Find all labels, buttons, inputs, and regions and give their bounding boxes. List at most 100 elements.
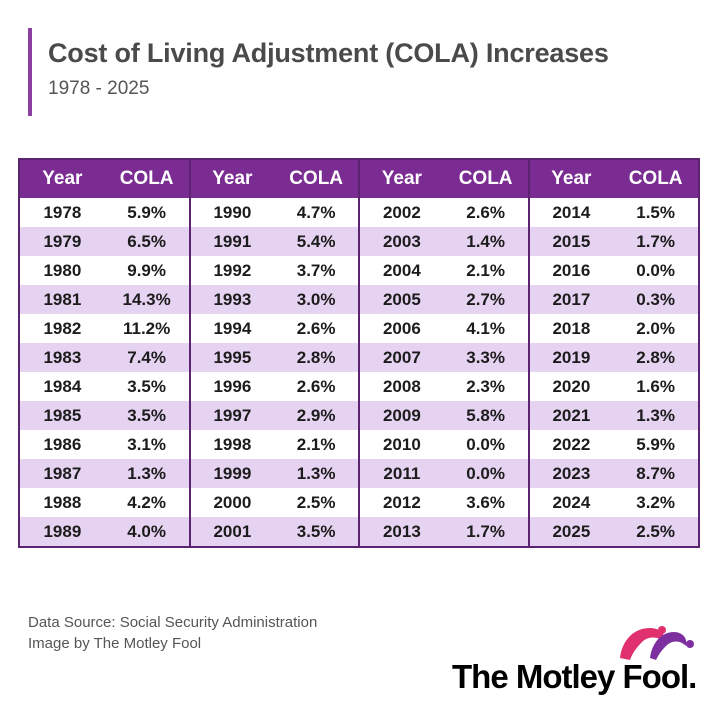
- cola-value-cell: 4.1%: [443, 314, 529, 343]
- cola-value-cell: 3.5%: [274, 517, 359, 546]
- year-cell: 2024: [527, 488, 614, 517]
- year-cell: 2013: [358, 517, 444, 546]
- cola-value-cell: 2.3%: [443, 372, 529, 401]
- table-row: 1988 4.2% 2000 2.5% 2012 3.6% 2024 3.2%: [20, 488, 698, 517]
- cola-value-cell: 0.0%: [443, 430, 529, 459]
- year-cell: 2002: [358, 198, 444, 227]
- year-cell: 1996: [188, 372, 275, 401]
- year-cell: 2020: [527, 372, 614, 401]
- cola-value-cell: 2.8%: [613, 343, 698, 372]
- cola-value-cell: 1.3%: [274, 459, 359, 488]
- cola-value-cell: 3.7%: [274, 256, 359, 285]
- cola-value-cell: 5.8%: [443, 401, 529, 430]
- table-row: 1983 7.4% 1995 2.8% 2007 3.3% 2019 2.8%: [20, 343, 698, 372]
- year-cell: 2015: [527, 227, 614, 256]
- column-header-year: Year: [527, 160, 614, 198]
- column-header-cola: COLA: [274, 160, 359, 198]
- year-cell: 1994: [188, 314, 275, 343]
- year-cell: 2003: [358, 227, 444, 256]
- year-cell: 1988: [20, 488, 105, 517]
- cola-value-cell: 1.6%: [613, 372, 698, 401]
- year-cell: 1999: [188, 459, 275, 488]
- cola-value-cell: 2.6%: [274, 372, 359, 401]
- year-cell: 1981: [20, 285, 105, 314]
- cola-value-cell: 3.1%: [104, 430, 190, 459]
- cola-value-cell: 1.4%: [443, 227, 529, 256]
- year-cell: 2010: [358, 430, 444, 459]
- year-cell: 1978: [20, 198, 105, 227]
- cola-value-cell: 1.3%: [104, 459, 190, 488]
- column-header-year: Year: [358, 160, 444, 198]
- cola-value-cell: 3.0%: [274, 285, 359, 314]
- year-cell: 1991: [188, 227, 275, 256]
- cola-table: Year COLA Year COLA Year COLA Year COLA 1978 5.9…: [20, 160, 698, 546]
- year-cell: 2019: [527, 343, 614, 372]
- table-header-row: Year COLA Year COLA Year COLA Year COLA: [20, 160, 698, 198]
- cola-value-cell: 1.5%: [613, 198, 698, 227]
- cola-value-cell: 2.5%: [274, 488, 359, 517]
- cola-value-cell: 1.7%: [443, 517, 529, 546]
- year-cell: 1986: [20, 430, 105, 459]
- cola-value-cell: 1.3%: [613, 401, 698, 430]
- cola-value-cell: 2.1%: [274, 430, 359, 459]
- cola-table-container: Year COLA Year COLA Year COLA Year COLA 1978 5.9…: [18, 158, 700, 548]
- table-row: 1986 3.1% 1998 2.1% 2010 0.0% 2022 5.9%: [20, 430, 698, 459]
- column-header-cola: COLA: [613, 160, 698, 198]
- cola-value-cell: 3.2%: [613, 488, 698, 517]
- year-cell: 2018: [527, 314, 614, 343]
- title-accent-bar: [28, 28, 32, 116]
- cola-value-cell: 3.6%: [443, 488, 529, 517]
- cola-value-cell: 1.7%: [613, 227, 698, 256]
- cola-value-cell: 5.9%: [104, 198, 190, 227]
- logo-wordmark: The Motley Fool.: [452, 658, 697, 695]
- year-cell: 1989: [20, 517, 105, 546]
- page-subtitle: 1978 - 2025: [48, 78, 150, 99]
- column-header-cola: COLA: [104, 160, 190, 198]
- page-title: Cost of Living Adjustment (COLA) Increas…: [48, 38, 609, 68]
- cola-value-cell: 3.3%: [443, 343, 529, 372]
- cola-value-cell: 2.6%: [443, 198, 529, 227]
- year-cell: 1979: [20, 227, 105, 256]
- year-cell: 2016: [527, 256, 614, 285]
- year-cell: 2001: [188, 517, 275, 546]
- column-header-year: Year: [188, 160, 275, 198]
- year-cell: 1982: [20, 314, 105, 343]
- motley-fool-logo: The Motley Fool.: [452, 622, 702, 702]
- year-cell: 1990: [188, 198, 275, 227]
- cola-value-cell: 2.5%: [613, 517, 698, 546]
- year-cell: 2007: [358, 343, 444, 372]
- cola-value-cell: 7.4%: [104, 343, 190, 372]
- year-cell: 2012: [358, 488, 444, 517]
- year-cell: 2017: [527, 285, 614, 314]
- table-row: 1978 5.9% 1990 4.7% 2002 2.6% 2014 1.5%: [20, 198, 698, 227]
- cola-value-cell: 2.9%: [274, 401, 359, 430]
- year-cell: 1992: [188, 256, 275, 285]
- cola-value-cell: 8.7%: [613, 459, 698, 488]
- year-cell: 2000: [188, 488, 275, 517]
- jester-hat-icon: [620, 626, 694, 660]
- table-row: 1979 6.5% 1991 5.4% 2003 1.4% 2015 1.7%: [20, 227, 698, 256]
- year-cell: 2008: [358, 372, 444, 401]
- column-header-year: Year: [20, 160, 105, 198]
- cola-value-cell: 0.3%: [613, 285, 698, 314]
- image-credit-text: Image by The Motley Fool: [28, 635, 202, 652]
- cola-value-cell: 5.4%: [274, 227, 359, 256]
- table-row: 1987 1.3% 1999 1.3% 2011 0.0% 2023 8.7%: [20, 459, 698, 488]
- cola-value-cell: 2.6%: [274, 314, 359, 343]
- table-row: 1985 3.5% 1997 2.9% 2009 5.8% 2021 1.3%: [20, 401, 698, 430]
- cola-value-cell: 9.9%: [104, 256, 190, 285]
- data-source-text: Data Source: Social Security Administrat…: [28, 614, 318, 631]
- year-cell: 2021: [527, 401, 614, 430]
- cola-value-cell: 2.1%: [443, 256, 529, 285]
- cola-value-cell: 4.2%: [104, 488, 190, 517]
- cola-value-cell: 4.0%: [104, 517, 190, 546]
- year-cell: 1983: [20, 343, 105, 372]
- year-cell: 1980: [20, 256, 105, 285]
- year-cell: 1987: [20, 459, 105, 488]
- cola-value-cell: 2.0%: [613, 314, 698, 343]
- cola-value-cell: 2.8%: [274, 343, 359, 372]
- cola-value-cell: 0.0%: [613, 256, 698, 285]
- year-cell: 1985: [20, 401, 105, 430]
- table-row: 1982 11.2% 1994 2.6% 2006 4.1% 2018 2.0%: [20, 314, 698, 343]
- year-cell: 2023: [527, 459, 614, 488]
